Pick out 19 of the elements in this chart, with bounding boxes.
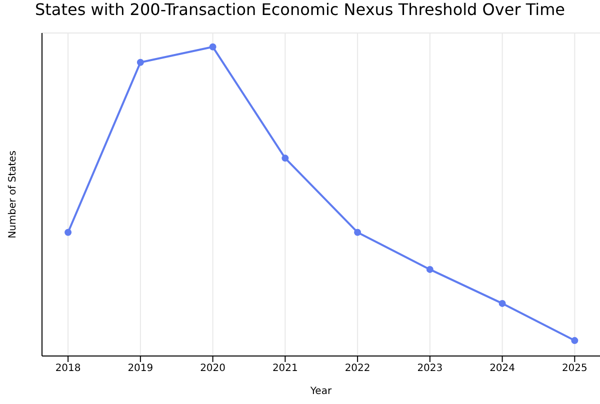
point: [354, 228, 362, 236]
x-tick-label: 2024: [490, 363, 516, 374]
x-tick-label: 2019: [128, 363, 154, 374]
point: [136, 58, 144, 66]
x-axis-title: Year: [309, 386, 332, 397]
x-tick-label: 2018: [55, 363, 81, 374]
x-tick-label: 2022: [344, 363, 370, 374]
point: [209, 43, 216, 50]
x-tick-label: 2023: [417, 363, 443, 374]
x-tick-label: 2025: [562, 363, 588, 374]
x-tick-label: 2021: [272, 363, 298, 374]
point: [282, 154, 289, 162]
chart-title: States with 200-Transaction Economic Nexus Threshold Over Time: [34, 0, 566, 19]
point: [64, 228, 72, 236]
y-axis-title: Number of States: [8, 150, 19, 238]
point: [426, 266, 434, 273]
point: [498, 300, 506, 307]
point: [571, 337, 578, 344]
x-tick-label: 2020: [200, 363, 226, 374]
